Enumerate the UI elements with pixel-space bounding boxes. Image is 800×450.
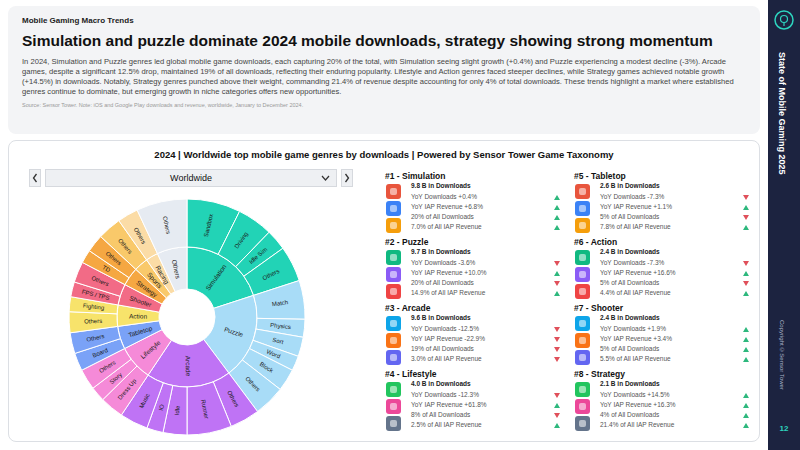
svg-text:Others: Others [91,275,110,287]
html-text:YoY Downloads -7.3%: YoY Downloads -7.3% [600,259,665,266]
html-text:Simulation and puzzle dominate: Simulation and puzzle dominate 2024 mobi… [22,32,713,49]
html-text:#2 - Puzzle: #2 - Puzzle [385,237,429,247]
svg-text:Others: Others [105,250,123,266]
html-text:#7 - Shooter: #7 - Shooter [574,303,624,313]
svg-text:Arcade: Arcade [184,356,192,377]
svg-text:Sort: Sort [272,337,284,346]
html-text:14.9% of All IAP Revenue: 14.9% of All IAP Revenue [411,289,486,296]
html-text:Copyright ©Sensor Tower: Copyright ©Sensor Tower [779,320,785,390]
html-text:2.6 B in Downloads: 2.6 B in Downloads [600,182,660,189]
svg-text:Others: Others [171,259,182,280]
html-text:20% of All Downloads: 20% of All Downloads [411,213,474,220]
svg-text:Others: Others [244,376,261,393]
svg-text:Strategy: Strategy [135,278,159,299]
html-text:YoY Downloads -7.3%: YoY Downloads -7.3% [600,193,665,200]
svg-text:Puzzle: Puzzle [223,326,244,339]
html-text:YoY IAP Revenue +3.4%: YoY IAP Revenue +3.4% [600,335,672,342]
html-text:YoY Downloads +0.4%: YoY Downloads +0.4% [411,193,477,200]
html-text:2.4 B in Downloads: 2.4 B in Downloads [600,314,660,321]
html-text:2024 | Worldwide top mobile ga: 2024 | Worldwide top mobile game genres … [154,149,614,160]
svg-text:Action: Action [129,312,148,319]
html-text:Mobile Gaming Macro Trends: Mobile Gaming Macro Trends [22,16,134,25]
html-text:YoY IAP Revenue +16.6%: YoY IAP Revenue +16.6% [600,269,676,276]
svg-text:IO: IO [158,403,166,411]
svg-text:Dress Up: Dress Up [117,377,138,401]
html-text:2.5% of All IAP Revenue: 2.5% of All IAP Revenue [411,421,482,428]
svg-text:Fighting: Fighting [83,303,105,311]
svg-text:Music: Music [138,393,150,410]
html-text:8% of All Downloads: 8% of All Downloads [411,411,471,418]
svg-text:Others: Others [98,359,116,374]
html-text:#8 - Strategy: #8 - Strategy [574,369,625,379]
html-text:Worldwide: Worldwide [170,173,212,183]
svg-text:Block: Block [259,361,275,374]
html-text:4.4% of All IAP Revenue: 4.4% of All IAP Revenue [600,289,671,296]
html-text:#6 - Action: #6 - Action [574,237,618,247]
html-text:YoY Downloads -3.6%: YoY Downloads -3.6% [411,259,476,266]
svg-text:FPS / TPS: FPS / TPS [81,289,110,301]
svg-text:Board: Board [92,347,109,359]
svg-text:Others: Others [117,237,133,255]
svg-text:Sports: Sports [145,270,164,290]
html-text:7.8% of All IAP Revenue: 7.8% of All IAP Revenue [600,223,671,230]
svg-text:TD: TD [101,264,112,274]
html-text:State of Mobile Gaming 2025: State of Mobile Gaming 2025 [777,52,787,175]
html-text:YoY IAP Revenue +61.8%: YoY IAP Revenue +61.8% [411,401,487,408]
html-text:YoY IAP Revenue +1.1%: YoY IAP Revenue +1.1% [600,203,672,210]
svg-text:Tabletop: Tabletop [127,324,153,339]
svg-text:Driving: Driving [233,231,249,250]
html-text:#1 - Simulation: #1 - Simulation [385,171,446,181]
html-text:#5 - Tabletop: #5 - Tabletop [574,171,626,181]
html-text:In 2024, Simulation and Puzzle: In 2024, Simulation and Puzzle genres le… [22,57,734,96]
html-text:5.5% of All IAP Revenue: 5.5% of All IAP Revenue [600,355,671,362]
html-text:9.8 B in Downloads: 9.8 B in Downloads [411,182,471,189]
html-text:YoY IAP Revenue +6.8%: YoY IAP Revenue +6.8% [411,203,483,210]
html-text:5% of All Downloads: 5% of All Downloads [600,213,660,220]
svg-text:Match: Match [271,299,288,307]
html-text:2.4 B in Downloads: 2.4 B in Downloads [600,248,660,255]
html-text:21.4% of All IAP Revenue: 21.4% of All IAP Revenue [600,421,675,428]
html-text:YoY Downloads +1.9%: YoY Downloads +1.9% [600,325,666,332]
html-text:4% of All Downloads: 4% of All Downloads [600,411,660,418]
html-text:20% of All Downloads: 20% of All Downloads [411,279,474,286]
html-text:4.0 B in Downloads: 4.0 B in Downloads [411,380,471,387]
html-text:9.7 B in Downloads: 9.7 B in Downloads [411,248,471,255]
svg-text:Story: Story [109,372,124,386]
svg-text:Others: Others [86,333,105,343]
html-text:YoY IAP Revenue +16.3%: YoY IAP Revenue +16.3% [600,401,676,408]
html-text:9.6 B in Downloads: 9.6 B in Downloads [411,314,471,321]
html-text:#4 - Lifestyle: #4 - Lifestyle [385,369,437,379]
html-text:7.0% of All IAP Revenue: 7.0% of All IAP Revenue [411,223,482,230]
svg-text:Others: Others [261,268,280,281]
svg-text:Shooter: Shooter [129,294,154,308]
svg-text:Others: Others [162,216,172,235]
html-text:2.1 B in Downloads: 2.1 B in Downloads [600,380,660,387]
svg-text:Physics: Physics [270,322,291,330]
svg-text:Racing: Racing [153,264,170,286]
html-text:YoY Downloads -12.3%: YoY Downloads -12.3% [411,391,479,398]
svg-text:Others: Others [133,226,147,245]
html-text:YoY IAP Revenue +10.0%: YoY IAP Revenue +10.0% [411,269,487,276]
svg-text:Simulation: Simulation [204,263,228,292]
html-text:3.0% of All IAP Revenue: 3.0% of All IAP Revenue [411,355,482,362]
html-text:YoY Downloads -12.5%: YoY Downloads -12.5% [411,325,479,332]
html-text:19% of All Downloads: 19% of All Downloads [411,345,474,352]
svg-text:Others: Others [226,390,240,409]
html-text:5% of All Downloads: 5% of All Downloads [600,345,660,352]
svg-text:Runner: Runner [200,399,210,419]
svg-text:Idle: Idle [174,405,181,416]
svg-text:Word: Word [266,348,281,359]
svg-text:Sandbox: Sandbox [203,213,214,237]
svg-text:Others: Others [84,318,102,325]
html-text:YoY IAP Revenue -22.9%: YoY IAP Revenue -22.9% [411,335,485,342]
html-text:Source: Sensor Tower. Note: iO: Source: Sensor Tower. Note: iOS and Goog… [22,102,304,108]
html-text:#3 - Arcade: #3 - Arcade [385,303,431,313]
html-text:5% of All Downloads: 5% of All Downloads [600,279,660,286]
html-text:YoY Downloads +14.5%: YoY Downloads +14.5% [600,391,670,398]
svg-text:Idle Sim: Idle Sim [248,246,268,265]
html-text:12: 12 [779,424,789,433]
svg-text:Lifestyle: Lifestyle [139,339,162,361]
